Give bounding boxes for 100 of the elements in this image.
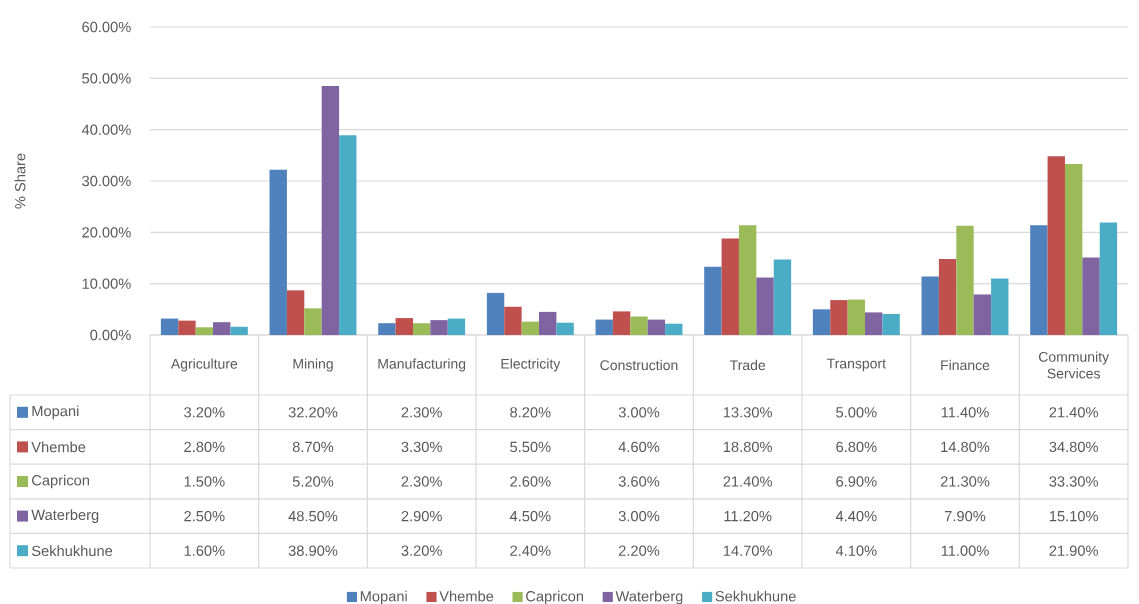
data-label: 2.40% bbox=[510, 545, 551, 556]
bar bbox=[704, 266, 722, 335]
data-label: 21.90% bbox=[1049, 545, 1099, 556]
bar bbox=[595, 319, 613, 335]
bar bbox=[430, 320, 448, 335]
bar bbox=[395, 318, 413, 335]
bar bbox=[812, 309, 831, 335]
data-label: 21.40% bbox=[723, 476, 772, 487]
y-tick-label: 60.00% bbox=[82, 21, 131, 33]
data-label: 1.50% bbox=[184, 476, 225, 487]
data-label: 14.80% bbox=[941, 441, 990, 453]
bar bbox=[1030, 225, 1048, 335]
data-label: 3.20% bbox=[184, 407, 225, 418]
bar bbox=[269, 169, 287, 335]
data-label: 5.50% bbox=[510, 441, 551, 453]
bar bbox=[539, 311, 557, 335]
bar bbox=[773, 259, 792, 335]
x-tick-label: Mining bbox=[293, 358, 333, 372]
x-tick-label: Agriculture bbox=[170, 358, 238, 372]
bar bbox=[339, 135, 357, 335]
data-label: 1.60% bbox=[184, 545, 225, 556]
data-label: 3.00% bbox=[618, 510, 660, 522]
text: Sekhukhune bbox=[715, 590, 796, 602]
data-label: 5.00% bbox=[836, 407, 877, 418]
x-tick-label: Electricity bbox=[501, 358, 561, 372]
data-label: 11.00% bbox=[941, 545, 989, 556]
y-tick-label: 30.00% bbox=[82, 175, 131, 187]
data-label: 6.90% bbox=[836, 476, 877, 487]
data-label: 4.10% bbox=[835, 545, 877, 556]
data-label: 34.80% bbox=[1049, 441, 1099, 453]
data-label: 11.20% bbox=[724, 510, 772, 522]
bar bbox=[1082, 257, 1100, 335]
x-tick-label: Trade bbox=[729, 359, 766, 371]
legend-label: Vhembe bbox=[31, 441, 86, 453]
bar bbox=[738, 225, 757, 335]
data-label: 18.80% bbox=[723, 441, 772, 453]
data-label: 8.20% bbox=[510, 407, 551, 418]
y-axis-title: % Share bbox=[14, 153, 26, 209]
bar bbox=[486, 292, 505, 335]
y-tick-label: 0.00% bbox=[90, 329, 131, 341]
bar bbox=[160, 318, 179, 335]
bar bbox=[830, 300, 848, 335]
data-label: 11.40% bbox=[941, 407, 989, 418]
data-label: 3.20% bbox=[401, 545, 442, 556]
bar bbox=[647, 319, 666, 335]
data-label: 2.20% bbox=[618, 545, 660, 556]
bar bbox=[412, 323, 431, 335]
bar bbox=[721, 238, 739, 335]
bar bbox=[178, 320, 196, 335]
data-label: 3.00% bbox=[618, 407, 660, 418]
data-label: 2.80% bbox=[184, 441, 225, 453]
bar bbox=[304, 308, 322, 335]
x-tick-label: Community Services bbox=[1038, 351, 1110, 379]
x-tick-label: Manufacturing bbox=[378, 358, 466, 372]
bar bbox=[973, 294, 992, 335]
bar bbox=[991, 278, 1009, 335]
x-tick-label: Construction bbox=[600, 359, 678, 371]
text: Mopani bbox=[360, 590, 407, 604]
bar bbox=[865, 312, 883, 335]
data-label: 3.30% bbox=[401, 441, 442, 453]
bar bbox=[882, 313, 900, 335]
data-label: 15.10% bbox=[1049, 510, 1099, 522]
y-tick-label: 10.00% bbox=[82, 278, 131, 289]
bar bbox=[756, 277, 774, 335]
bar bbox=[556, 322, 574, 335]
x-tick-label: Transport bbox=[826, 358, 886, 372]
bar bbox=[286, 290, 305, 335]
bar bbox=[213, 322, 231, 335]
y-tick-label: 50.00% bbox=[82, 73, 131, 84]
y-tick-label: 20.00% bbox=[82, 227, 131, 238]
bar bbox=[1047, 156, 1065, 335]
bar bbox=[665, 323, 683, 335]
data-label: 4.50% bbox=[509, 510, 551, 522]
y-tick-label: 40.00% bbox=[81, 124, 131, 135]
data-label: 2.90% bbox=[401, 510, 442, 522]
data-label: 32.20% bbox=[288, 407, 338, 418]
data-label: 33.30% bbox=[1049, 476, 1099, 487]
bar bbox=[847, 299, 866, 335]
data-label: 14.70% bbox=[723, 545, 772, 556]
data-label: 3.60% bbox=[618, 476, 660, 487]
data-label: 5.20% bbox=[292, 476, 334, 487]
data-label: 4.60% bbox=[618, 441, 660, 453]
data-label: 21.40% bbox=[1049, 407, 1099, 418]
data-label: 48.50% bbox=[288, 510, 338, 522]
bar bbox=[447, 318, 466, 335]
data-label: 2.60% bbox=[510, 476, 551, 487]
bar bbox=[612, 311, 631, 335]
legend-label: Mopani bbox=[32, 405, 79, 420]
data-label: 6.80% bbox=[836, 441, 877, 453]
text: Waterberg bbox=[615, 590, 683, 604]
data-label: 2.30% bbox=[401, 476, 442, 487]
bar bbox=[1099, 222, 1118, 335]
legend-label: Waterberg bbox=[31, 509, 99, 523]
legend-label: Capricon bbox=[32, 474, 89, 489]
data-label: 2.50% bbox=[184, 510, 225, 522]
bar bbox=[956, 225, 974, 335]
bar bbox=[938, 259, 957, 335]
legend-label: Sekhukhune bbox=[31, 545, 113, 557]
data-label: 8.70% bbox=[292, 441, 334, 453]
bar bbox=[921, 276, 939, 335]
